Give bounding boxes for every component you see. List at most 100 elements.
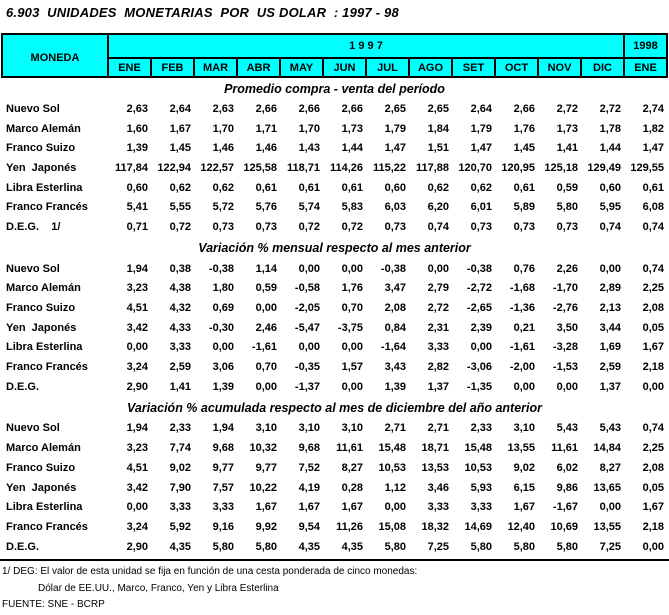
footnote-source: FUENTE: SNE - BCRP (2, 599, 105, 610)
value-cell: 2,72 (427, 302, 449, 315)
value-cell: 4,32 (169, 302, 191, 315)
value-cell: 0,74 (642, 422, 664, 435)
value-cell: 1,12 (384, 481, 406, 494)
value-cell: 1,39 (126, 142, 148, 155)
value-cell: 2,39 (470, 321, 492, 334)
value-cell: 13,65 (593, 481, 621, 494)
value-cell: 1,44 (341, 142, 363, 155)
row-label: Marco Alemán (6, 282, 81, 295)
value-cell: 1,94 (212, 422, 234, 435)
value-cell: 1,67 (642, 341, 664, 354)
value-cell: 2,79 (427, 282, 449, 295)
value-cell: 0,00 (341, 380, 363, 393)
table-row: Franco Francés 5,41 5,55 5,72 5,76 5,74 5,83 6,… (2, 197, 667, 217)
value-cell: -2,00 (509, 361, 535, 374)
value-cell: 125,58 (243, 161, 277, 174)
value-cell: 0,00 (212, 341, 234, 354)
value-cell: 3,33 (427, 341, 449, 354)
value-cell: 0,62 (212, 181, 234, 194)
value-cell: 0,74 (642, 262, 664, 275)
value-cell: 5,43 (556, 422, 578, 435)
month-header-row: ENE FEB MAR ABR MAY JUN JUL AGO SET OCT NOV DIC ENE (2, 57, 668, 78)
month-header: SET (451, 57, 496, 78)
value-cell: 1,71 (255, 122, 277, 135)
value-cell: 5,72 (212, 201, 234, 214)
value-cell: 0,69 (212, 302, 234, 315)
value-cell: 122,94 (157, 161, 191, 174)
value-cell: 2,33 (169, 422, 191, 435)
value-cell: 0,00 (513, 380, 535, 393)
row-label: Nuevo Sol (6, 102, 60, 115)
value-cell: 3,33 (169, 501, 191, 514)
value-cell: 2,18 (642, 361, 664, 374)
value-cell: 6,20 (427, 201, 449, 214)
value-cell: 18,32 (421, 520, 449, 533)
value-cell: 1,44 (599, 142, 621, 155)
value-cell: 0,72 (169, 220, 191, 233)
value-cell: 3,10 (341, 422, 363, 435)
value-cell: 1,67 (169, 122, 191, 135)
table-row: Marco Alemán 3,23 4,38 1,80 0,59 -0,58 1,76 3,4… (2, 279, 667, 299)
value-cell: 2,13 (599, 302, 621, 315)
value-cell: 114,26 (329, 161, 363, 174)
value-cell: 1,39 (384, 380, 406, 393)
value-cell: 4,51 (126, 461, 148, 474)
table-row: Libra Esterlina 0,60 0,62 0,62 0,61 0,61 0,61 0… (2, 178, 667, 198)
value-cell: 7,25 (427, 540, 449, 553)
table-row: Nuevo Sol 1,94 0,38 -0,38 1,14 0,00 0,00 -0,38 0… (2, 259, 667, 279)
value-cell: 2,90 (126, 540, 148, 553)
value-cell: 5,80 (513, 540, 535, 553)
value-cell: -1,37 (294, 380, 320, 393)
value-cell: 11,26 (336, 520, 363, 533)
value-cell: 0,70 (255, 361, 277, 374)
value-cell: 2,72 (599, 102, 621, 115)
value-cell: 3,46 (427, 481, 449, 494)
value-cell: 9,77 (212, 461, 234, 474)
value-cell: 0,28 (341, 481, 363, 494)
value-cell: 5,76 (255, 201, 277, 214)
table-row: Yen Japonés 117,84 122,94 122,57 125,58 118,7… (2, 158, 667, 178)
value-cell: 125,18 (544, 161, 578, 174)
value-cell: 5,80 (470, 540, 492, 553)
value-cell: 122,57 (200, 161, 234, 174)
value-cell: -0,58 (294, 282, 320, 295)
value-cell: 6,08 (642, 201, 664, 214)
value-cell: 15,48 (464, 442, 492, 455)
value-cell: 5,80 (556, 201, 578, 214)
row-label: Yen Japonés (6, 321, 77, 334)
value-cell: 13,55 (507, 442, 535, 455)
value-cell: 0,00 (255, 380, 277, 393)
value-cell: 2,82 (427, 361, 449, 374)
value-cell: -0,38 (466, 262, 492, 275)
value-cell: 2,65 (384, 102, 406, 115)
row-label: Franco Francés (6, 361, 88, 374)
value-cell: 7,57 (212, 481, 234, 494)
value-cell: 117,84 (114, 161, 148, 174)
value-cell: 129,55 (630, 161, 664, 174)
value-cell: 3,24 (126, 361, 148, 374)
table-row: Marco Alemán 1,60 1,67 1,70 1,71 1,70 1,73 1,79… (2, 119, 667, 139)
row-label: Marco Alemán (6, 442, 81, 455)
value-cell: 11,61 (336, 442, 363, 455)
value-cell: 1,14 (255, 262, 277, 275)
value-cell: 1,70 (212, 122, 234, 135)
value-cell: 0,62 (470, 181, 492, 194)
table-row: Franco Francés 3,24 5,92 9,16 9,92 9,54 11,26 1… (2, 517, 667, 537)
value-cell: 4,33 (169, 321, 191, 334)
table-row: Franco Suizo 1,39 1,45 1,46 1,46 1,43 1,44 1,47… (2, 138, 667, 158)
value-cell: 2,33 (470, 422, 492, 435)
value-cell: 1,60 (126, 122, 148, 135)
value-cell: 5,89 (513, 201, 535, 214)
section-header-row: Promedio compra - venta del período (2, 77, 667, 99)
value-cell: 3,23 (126, 442, 148, 455)
month-header: FEB (150, 57, 195, 78)
value-cell: 5,93 (470, 481, 492, 494)
table-row: Yen Japonés 3,42 7,90 7,57 10,22 4,19 0,28 1,12… (2, 478, 667, 498)
value-cell: 5,43 (599, 422, 621, 435)
value-cell: 2,71 (384, 422, 406, 435)
value-cell: 2,63 (212, 102, 234, 115)
value-cell: 9,02 (513, 461, 535, 474)
value-cell: 0,74 (599, 220, 621, 233)
value-cell: 115,22 (372, 161, 406, 174)
value-cell: 1,67 (642, 501, 664, 514)
